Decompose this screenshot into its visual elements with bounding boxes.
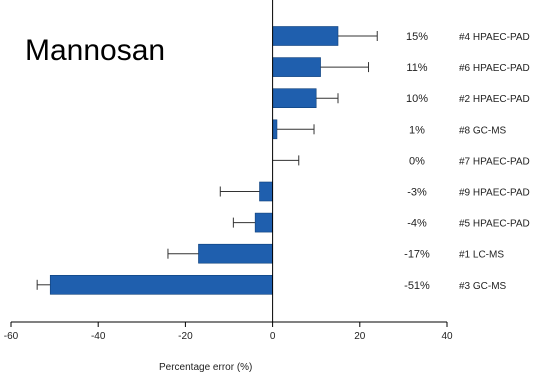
value-label: 11% xyxy=(406,62,427,74)
bar xyxy=(49,274,273,295)
labels-layer: 15% #4 HPAEC-PAD 11% #6 HPAEC-PAD 10% #2 HPAE… xyxy=(404,31,530,292)
bar xyxy=(272,57,321,77)
category-label: #3 GC-MS xyxy=(459,281,507,292)
bar xyxy=(198,243,273,264)
category-label: #9 HPAEC-PAD xyxy=(459,188,530,199)
category-label: #1 LC-MS xyxy=(459,250,504,261)
category-label: #8 GC-MS xyxy=(459,125,507,136)
category-label: #6 HPAEC-PAD xyxy=(459,63,530,74)
bar xyxy=(254,212,273,233)
category-label: #2 HPAEC-PAD xyxy=(459,94,530,105)
value-label: 0% xyxy=(409,155,425,167)
value-label: -17% xyxy=(404,249,430,261)
x-tick-label: 40 xyxy=(441,331,453,342)
value-label: 1% xyxy=(409,124,425,136)
category-label: #4 HPAEC-PAD xyxy=(459,32,530,43)
bar xyxy=(272,88,317,108)
x-tick-label: 0 xyxy=(270,331,276,342)
x-tick-label: -60 xyxy=(4,331,19,342)
x-tick-label: -20 xyxy=(178,331,193,342)
bar xyxy=(259,181,273,202)
value-label: -4% xyxy=(407,218,427,230)
value-label: 10% xyxy=(406,93,428,105)
bar xyxy=(272,26,339,46)
axes-layer: -60 -40 -20 0 20 40 xyxy=(4,0,453,342)
value-label: 15% xyxy=(406,31,428,43)
category-label: #7 HPAEC-PAD xyxy=(459,156,530,167)
category-label: #5 HPAEC-PAD xyxy=(459,219,530,230)
x-axis-label: Percentage error (%) xyxy=(159,362,252,373)
value-label: -3% xyxy=(407,187,427,199)
x-tick-label: -40 xyxy=(91,331,106,342)
chart-title: Mannosan xyxy=(25,34,165,67)
value-label: -51% xyxy=(404,280,430,292)
x-tick-label: 20 xyxy=(354,331,366,342)
bar xyxy=(272,119,278,140)
